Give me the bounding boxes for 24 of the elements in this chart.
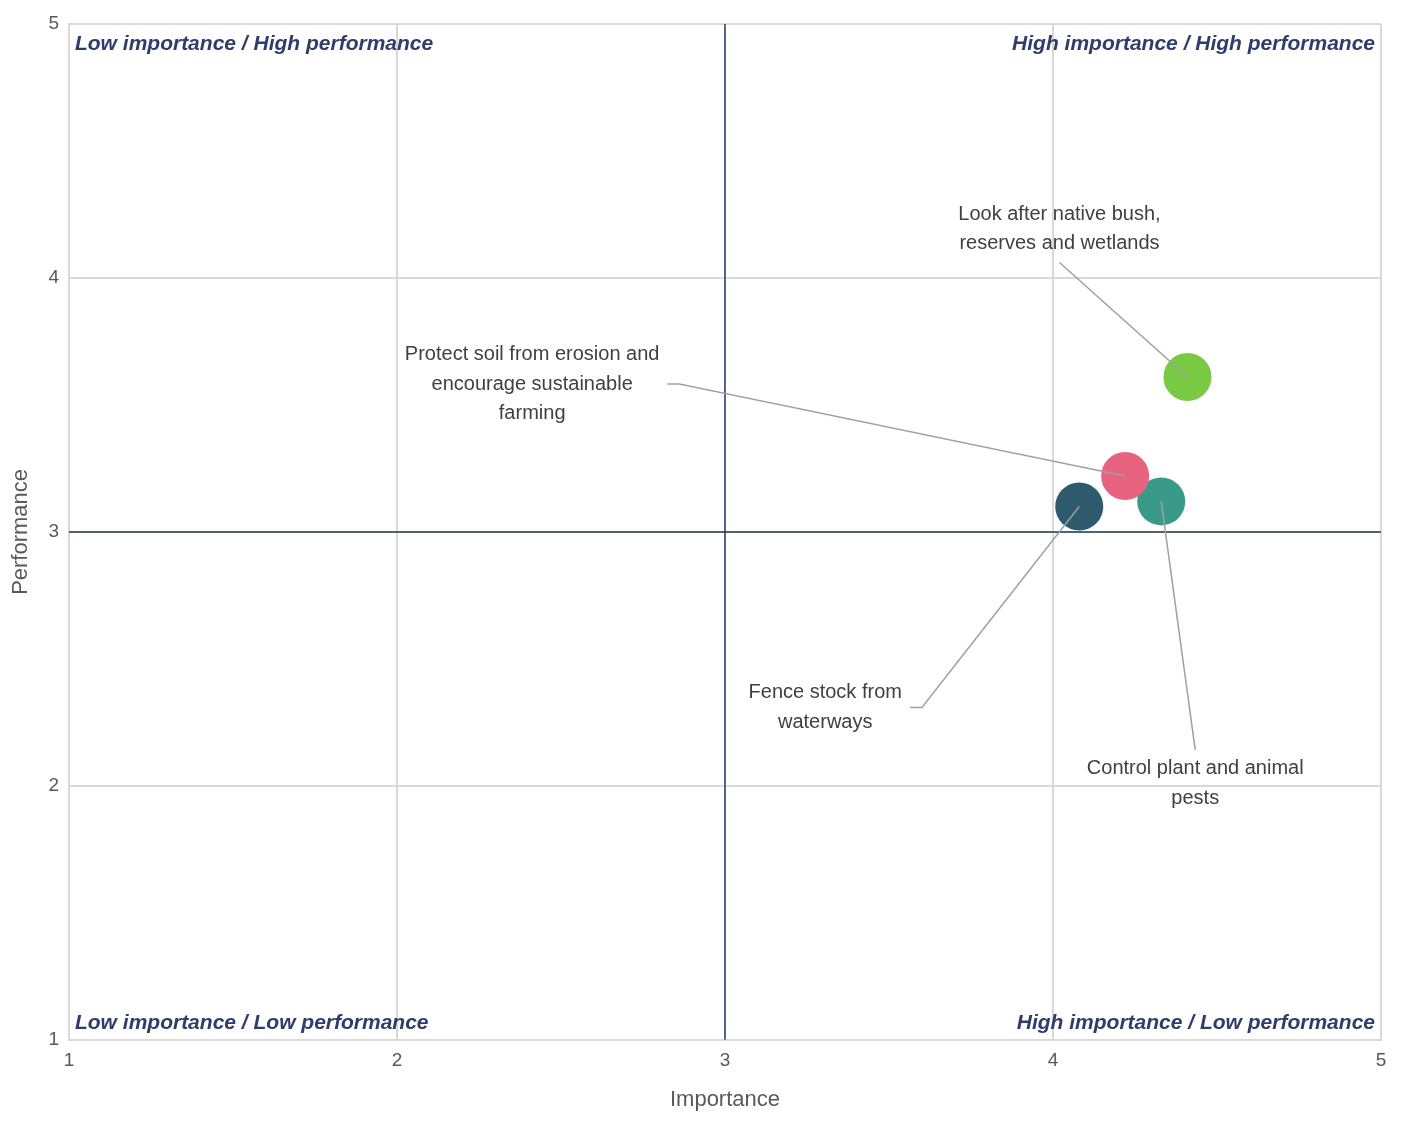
text: Fence stock from waterways [748,680,902,732]
annotation: Low importance / Low performance [74,1009,429,1033]
y-axis-title: Performance [7,468,33,595]
x-tick-label: 3 [719,1049,731,1071]
text: Control plant and animal pests [1086,756,1304,808]
point [1137,477,1186,526]
y-tick-label: 2 [48,774,59,796]
x-axis-title: Importance [669,1085,781,1111]
annotation: High importance / Low performance [1016,1009,1376,1033]
y-tick-label: 5 [48,12,59,34]
x-tick-label: 4 [1047,1049,1059,1071]
point [1055,482,1104,531]
y-tick-label: 4 [48,266,60,288]
y-tick-label: 1 [48,1028,59,1050]
text: Protect soil from erosion and encourage sustainable farming [404,342,660,424]
annotation: Low importance / High performance [74,30,434,54]
y-tick-label: 3 [48,520,59,542]
point [1101,452,1150,501]
text: Look after native bush, reserves and wetlands [958,201,1161,254]
x-tick-label: 1 [63,1049,75,1071]
point [1163,352,1212,401]
x-tick-label: 5 [1375,1049,1387,1071]
x-tick-label: 2 [391,1049,403,1071]
annotation: High importance / High performance [1012,30,1376,54]
